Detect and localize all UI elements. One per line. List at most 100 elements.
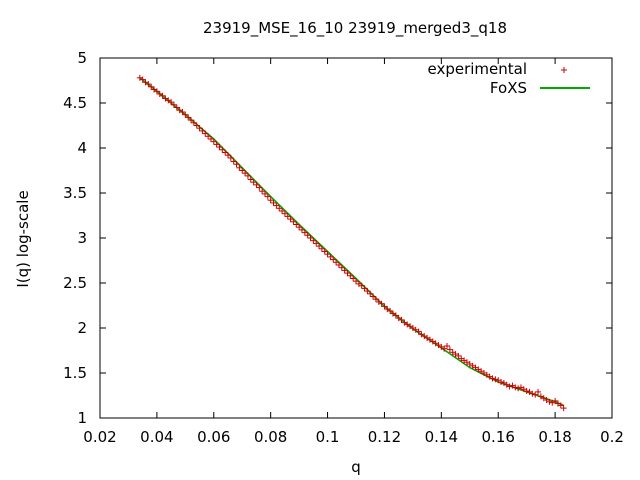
- experimental-point: [381, 303, 388, 310]
- experimental-point: [344, 270, 351, 277]
- experimental-point: [145, 81, 152, 88]
- experimental-point: [415, 328, 422, 335]
- experimental-point: [250, 179, 257, 186]
- experimental-point: [353, 278, 359, 285]
- experimental-point: [233, 161, 240, 168]
- experimental-point: [179, 109, 186, 115]
- experimental-point: [387, 307, 394, 314]
- experimental-point: [310, 237, 317, 244]
- experimental-point: [170, 101, 177, 108]
- x-axis-label: q: [351, 458, 361, 476]
- experimental-point: [168, 99, 175, 106]
- experimental-point: [364, 288, 371, 295]
- experimental-point: [341, 267, 348, 274]
- x-tick-label: 0.14: [425, 428, 458, 446]
- experimental-point: [398, 316, 405, 323]
- y-tick-label: 2: [77, 319, 87, 337]
- experimental-point: [190, 119, 197, 126]
- experimental-point: [372, 296, 379, 303]
- experimental-point: [188, 117, 195, 124]
- experimental-point: [253, 181, 260, 188]
- x-tick-label: 0.06: [197, 428, 230, 446]
- foxs-fit-line: [139, 77, 564, 407]
- experimental-point: [153, 88, 160, 95]
- experimental-point: [244, 172, 251, 179]
- experimental-point: [446, 346, 453, 353]
- x-tick-label: 0.18: [538, 428, 571, 446]
- experimental-point: [239, 167, 246, 174]
- experimental-point: [267, 197, 274, 204]
- legend: experimental FoXS: [427, 60, 590, 97]
- experimental-point: [196, 125, 203, 132]
- y-axis: 1 1.5 2 2.5 3 3.5 4 4.5 5: [63, 49, 612, 427]
- experimental-point: [327, 253, 334, 260]
- experimental-point: [441, 345, 448, 352]
- y-tick-label: 4: [77, 139, 87, 157]
- experimental-point: [301, 229, 308, 236]
- experimental-point: [361, 285, 368, 292]
- legend-label-experimental: experimental: [427, 60, 527, 78]
- experimental-point: [227, 154, 234, 161]
- experimental-point: [148, 83, 155, 90]
- experimental-point: [313, 240, 320, 247]
- y-tick-label: 1.5: [63, 364, 87, 382]
- legend-label-foxs: FoXS: [490, 79, 527, 97]
- experimental-point: [444, 343, 451, 349]
- y-tick-label: 2.5: [63, 274, 87, 292]
- x-axis: 0.02 0.04 0.06 0.08 0.1 0.12 0.14 0.16 0.18 0.2: [83, 58, 624, 446]
- experimental-point: [532, 391, 539, 398]
- experimental-point: [199, 127, 206, 134]
- experimental-point: [182, 111, 189, 118]
- x-tick-label: 0.1: [316, 428, 340, 446]
- y-axis-label: I(q) log-scale: [14, 190, 32, 287]
- plot-series: [136, 74, 567, 412]
- y-tick-label: 3: [77, 229, 87, 247]
- experimental-point: [338, 264, 345, 271]
- experimental-point: [173, 104, 180, 111]
- experimental-point: [529, 390, 536, 397]
- experimental-point: [230, 158, 237, 165]
- experimental-point: [298, 226, 305, 233]
- experimental-point: [347, 272, 354, 279]
- experimental-point: [370, 293, 377, 300]
- experimental-point: [307, 235, 314, 241]
- experimental-point: [185, 114, 192, 121]
- y-tick-label: 5: [77, 49, 87, 67]
- experimental-point: [296, 224, 303, 231]
- experimental-point: [560, 405, 567, 412]
- experimental-point: [392, 312, 399, 319]
- x-tick-label: 0.04: [140, 428, 173, 446]
- legend-marker-experimental: [561, 67, 567, 73]
- experimental-point: [358, 282, 365, 289]
- experimental-point: [219, 146, 226, 153]
- experimental-point: [247, 176, 254, 183]
- experimental-point: [222, 149, 229, 156]
- experimental-point: [350, 275, 357, 282]
- experimental-point: [261, 190, 268, 197]
- experimental-point: [316, 243, 323, 250]
- experimental-point: [512, 384, 519, 391]
- experimental-point: [557, 402, 564, 409]
- experimental-point: [492, 376, 499, 383]
- x-tick-label: 0.08: [254, 428, 287, 446]
- experimental-point: [279, 208, 286, 214]
- experimental-point: [535, 388, 542, 395]
- experimental-point: [242, 170, 249, 177]
- experimental-point: [205, 133, 212, 140]
- experimental-point: [515, 385, 522, 392]
- experimental-point: [236, 164, 243, 171]
- experimental-point: [318, 245, 325, 252]
- x-tick-label: 0.12: [368, 428, 401, 446]
- experimental-point: [259, 188, 266, 195]
- y-tick-label: 4.5: [63, 94, 87, 112]
- experimental-point: [207, 136, 214, 142]
- experimental-point: [256, 184, 263, 191]
- experimental-point: [498, 379, 505, 385]
- experimental-point: [367, 290, 374, 297]
- experimental-point: [506, 383, 513, 390]
- experimental-point: [552, 397, 559, 404]
- experimental-point: [523, 388, 530, 394]
- experimental-point: [546, 398, 553, 405]
- experimental-point: [321, 248, 328, 255]
